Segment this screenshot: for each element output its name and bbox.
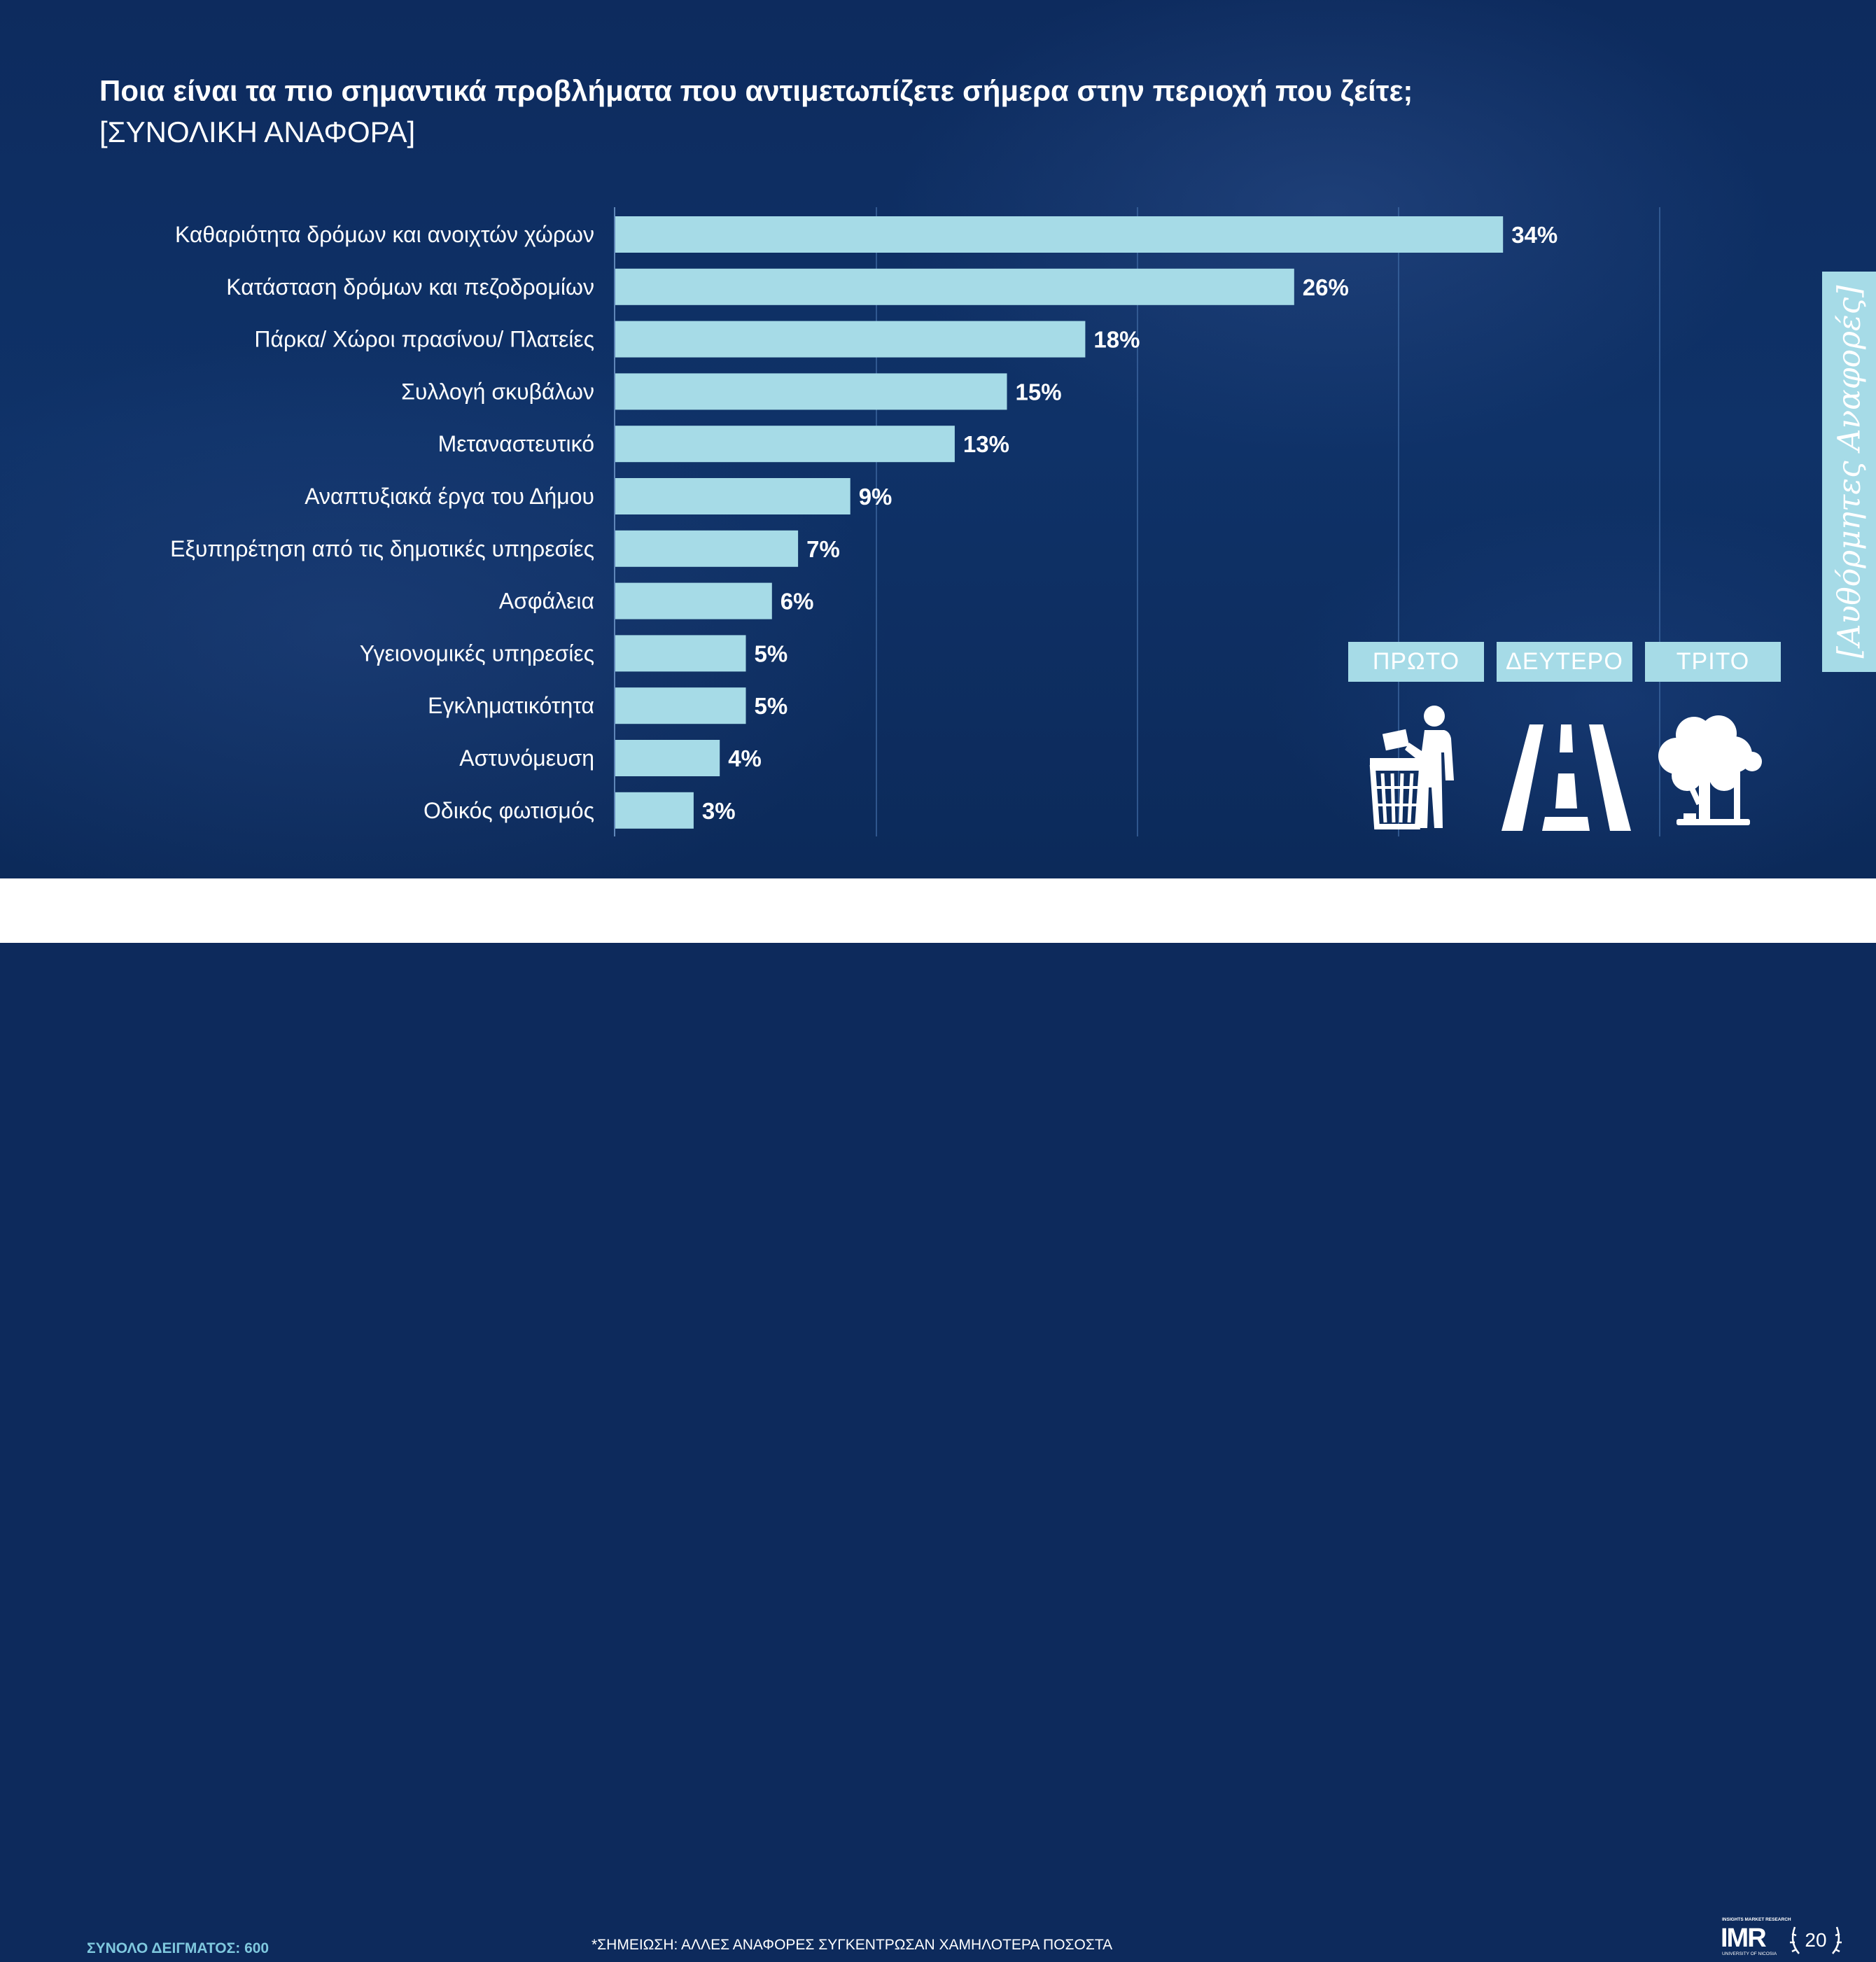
- value-label: 6%: [780, 589, 814, 615]
- trash-disposal-icon: [1369, 706, 1454, 829]
- chart-labels: Καθαριότητα δρόμων και ανοιχτών χώρων 34%…: [170, 222, 1558, 824]
- logo-name: IMR: [1721, 1924, 1766, 1953]
- category-label: Αναπτυξιακά έργα του Δήμου: [304, 484, 594, 509]
- value-label: 3%: [702, 798, 736, 824]
- tree-icon: [1658, 715, 1762, 825]
- sample-size-note: ΣΥΝΟΛΟ ΔΕΙΓΜΑΤΟΣ: 600: [87, 1940, 270, 1956]
- bar-chart: Καθαριότητα δρόμων και ανοιχτών χώρων 34%…: [170, 207, 1660, 836]
- chart-subtitle: [ΣΥΝΟΛΙΚΗ ΑΝΑΦΟΡΑ]: [99, 115, 416, 148]
- bar: [615, 530, 799, 567]
- category-label: Εγκληματικότητα: [428, 693, 594, 718]
- bar: [615, 478, 850, 514]
- footnote: *ΣΗΜΕΙΩΣΗ: ΑΛΛΕΣ ΑΝΑΦΟΡΕΣ ΣΥΓΚΕΝΤΡΩΣΑΝ Χ…: [592, 1937, 1113, 1953]
- chart-bars: [615, 216, 1504, 829]
- logo-anniversary: 20: [1805, 1929, 1826, 1951]
- category-label: Οδικός φωτισμός: [424, 798, 594, 823]
- rank-second-box: ΔΕΥΤΕΡΟ: [1497, 642, 1632, 682]
- footer-bar: ΣΥΝΟΛΟ ΔΕΙΓΜΑΤΟΣ: 600 *ΣΗΜΕΙΩΣΗ: ΑΛΛΕΣ Α…: [0, 943, 1876, 1956]
- bar: [615, 792, 694, 829]
- value-label: 4%: [728, 745, 762, 771]
- rank-first-box: ΠΡΩΤΟ: [1348, 642, 1484, 682]
- side-tab: [Αυθόρμητες Αναφορές]: [1822, 272, 1876, 672]
- category-label: Εξυπηρέτηση από τις δημοτικές υπηρεσίες: [170, 536, 594, 561]
- value-label: 26%: [1303, 274, 1349, 300]
- category-label: Κατάσταση δρόμων και πεζοδρομίων: [226, 274, 594, 300]
- bar: [615, 321, 1086, 358]
- category-label: Ασφάλεια: [499, 589, 594, 614]
- value-label: 9%: [859, 484, 892, 510]
- bar: [615, 216, 1504, 253]
- category-label: Πάρκα/ Χώροι πρασίνου/ Πλατείες: [254, 327, 594, 352]
- bar: [615, 426, 955, 463]
- value-label: 5%: [755, 693, 788, 719]
- category-label: Υγειονομικές υπηρεσίες: [360, 640, 594, 666]
- category-label: Μεταναστευτικό: [438, 431, 594, 456]
- value-label: 34%: [1511, 222, 1558, 248]
- value-label: 5%: [755, 640, 788, 666]
- category-label: Αστυνόμευση: [459, 745, 594, 771]
- logo-tagline: INSIGHTS MARKET RESEARCH: [1722, 1917, 1791, 1922]
- bar: [615, 687, 746, 724]
- bar: [615, 635, 746, 672]
- value-label: 15%: [1016, 379, 1062, 405]
- bar: [615, 373, 1007, 410]
- logo-university: UNIVERSITY OF NICOSIA: [1722, 1952, 1777, 1956]
- value-label: 13%: [963, 431, 1009, 457]
- bar: [615, 268, 1294, 305]
- side-tab-label: [Αυθόρμητες Αναφορές]: [1831, 285, 1867, 659]
- category-label: Συλλογή σκυβάλων: [401, 379, 594, 404]
- rank-third-box: ΤΡΙΤΟ: [1645, 642, 1781, 682]
- bar: [615, 582, 772, 619]
- white-band: [0, 878, 1876, 943]
- road-icon: [1502, 724, 1631, 831]
- bar: [615, 740, 720, 776]
- chart-title: Ποια είναι τα πιο σημαντικά προβλήματα π…: [99, 74, 1413, 107]
- value-label: 18%: [1093, 327, 1140, 353]
- category-label: Καθαριότητα δρόμων και ανοιχτών χώρων: [175, 222, 594, 247]
- imr-logo: INSIGHTS MARKET RESEARCH IMR UNIVERSITY …: [1721, 1917, 1842, 1956]
- value-label: 7%: [806, 536, 840, 562]
- slide-background: Ποια είναι τα πιο σημαντικά προβλήματα π…: [0, 0, 1876, 878]
